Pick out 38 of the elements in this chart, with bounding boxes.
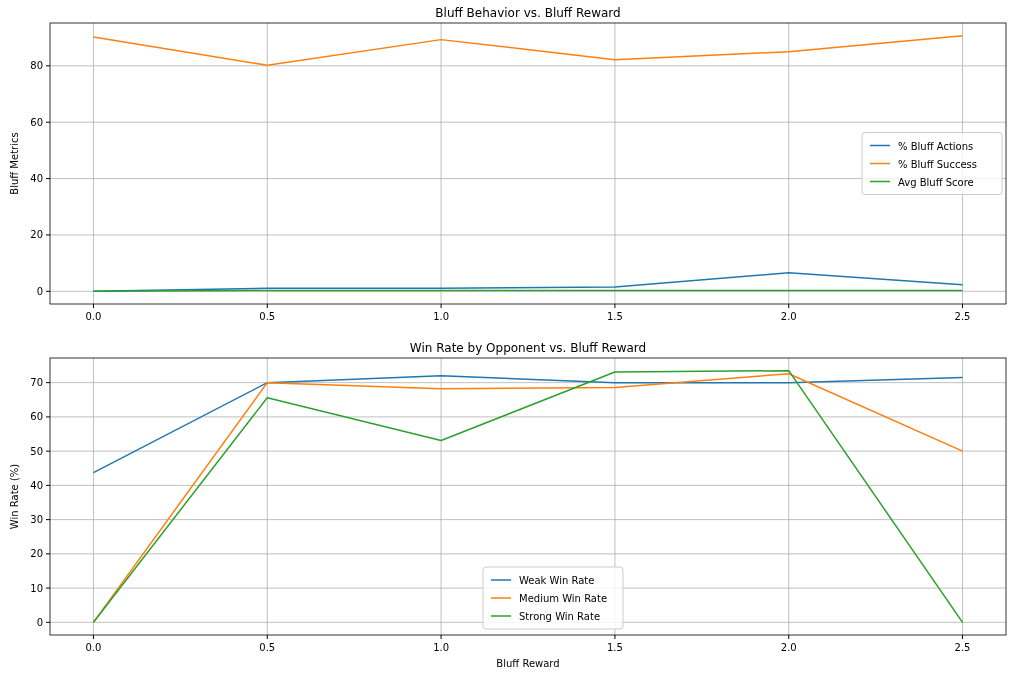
x-tick-label: 2.0: [780, 642, 797, 653]
chart-title: Win Rate by Opponent vs. Bluff Reward: [409, 341, 647, 355]
x-tick-label: 2.5: [954, 642, 971, 653]
x-tick-label: 1.0: [433, 311, 450, 322]
y-tick-label: 80: [30, 60, 43, 72]
y-tick-label: 0: [36, 616, 43, 628]
x-tick-label: 1.5: [606, 311, 623, 322]
y-tick-label: 60: [30, 116, 43, 128]
x-tick-label: 2.5: [954, 311, 971, 322]
x-tick-label: 0.5: [259, 642, 276, 653]
x-axis-title: Bluff Reward: [496, 658, 560, 669]
y-axis-title: Win Rate (%): [9, 463, 20, 530]
legend-label: Avg Bluff Score: [898, 176, 974, 188]
x-tick-label: 0.0: [85, 642, 102, 653]
x-tick-label: 1.5: [606, 642, 623, 653]
x-tick-label: 1.0: [433, 642, 450, 653]
line-series: [92, 375, 964, 474]
y-axis-title: Bluff Metrics: [9, 132, 20, 195]
y-tick-label: 10: [30, 582, 43, 594]
legend-label: Strong Win Rate: [519, 611, 601, 622]
legend-label: Medium Win Rate: [519, 593, 608, 604]
legend-label: % Bluff Success: [898, 158, 977, 170]
y-tick-label: 70: [30, 377, 43, 389]
x-tick-label: 2.0: [780, 311, 797, 322]
y-tick-label: 60: [30, 411, 43, 423]
legend-label: Weak Win Rate: [519, 575, 595, 586]
y-tick-label: 0: [36, 285, 43, 297]
line-series: [92, 34, 964, 67]
y-tick-label: 20: [30, 548, 43, 560]
y-tick-label: 50: [30, 445, 43, 457]
y-tick-label: 20: [30, 229, 43, 241]
x-tick-label: 0.0: [85, 311, 102, 322]
y-tick-label: 30: [30, 514, 43, 526]
y-tick-label: 40: [30, 173, 43, 185]
x-tick-label: 0.5: [259, 311, 276, 322]
legend-label: % Bluff Actions: [898, 140, 974, 152]
y-tick-label: 40: [30, 479, 43, 491]
chart-title: Bluff Behavior vs. Bluff Reward: [435, 6, 621, 20]
